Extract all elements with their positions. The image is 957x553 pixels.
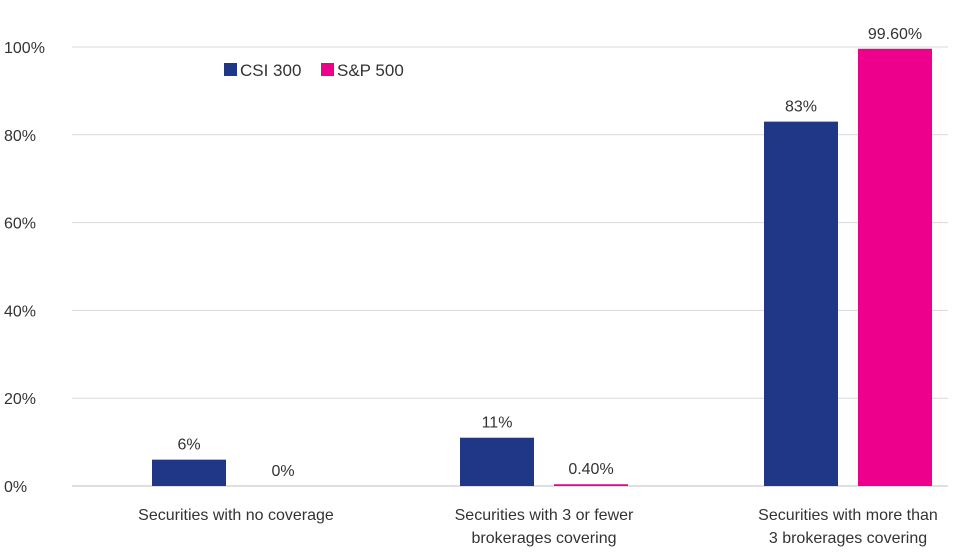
legend: CSI 300 S&P 500: [224, 61, 404, 80]
y-tick-label: 80%: [4, 128, 36, 145]
legend-swatch-csi300: [224, 63, 237, 76]
category-label: Securities with 3 or fewer brokerages cov…: [455, 507, 634, 547]
bar-csi300: [460, 437, 534, 486]
data-label: 6%: [177, 437, 200, 454]
data-label: 0%: [271, 463, 294, 480]
data-label: 0.40%: [568, 461, 613, 478]
y-tick-label: 20%: [4, 391, 36, 408]
legend-swatch-sp500: [321, 63, 334, 76]
y-tick-label: 60%: [4, 216, 36, 233]
data-label: 11%: [482, 415, 513, 432]
category-label: Securities with no coverage: [138, 507, 334, 524]
bars: [152, 48, 932, 486]
y-tick-label: 100%: [4, 40, 45, 57]
bar-csi300: [764, 121, 838, 486]
y-tick-label: 40%: [4, 303, 36, 320]
category-label: Securities with more than 3 brokerages co…: [758, 507, 938, 547]
y-tick-label: 0%: [4, 479, 27, 496]
bar-csi300: [152, 459, 226, 486]
bar-sp500: [554, 484, 628, 486]
data-labels: 6% 11% 83% 0% 0.40% 99.60%: [177, 26, 922, 480]
y-axis: 0% 20% 40% 60% 80% 100%: [4, 40, 45, 496]
legend-label-csi300: CSI 300: [240, 61, 301, 80]
bar-sp500: [858, 48, 932, 486]
legend-label-sp500: S&P 500: [337, 61, 404, 80]
x-axis: Securities with no coverage Securities wi…: [138, 507, 938, 547]
data-label: 99.60%: [868, 26, 922, 43]
data-label: 83%: [785, 99, 817, 116]
